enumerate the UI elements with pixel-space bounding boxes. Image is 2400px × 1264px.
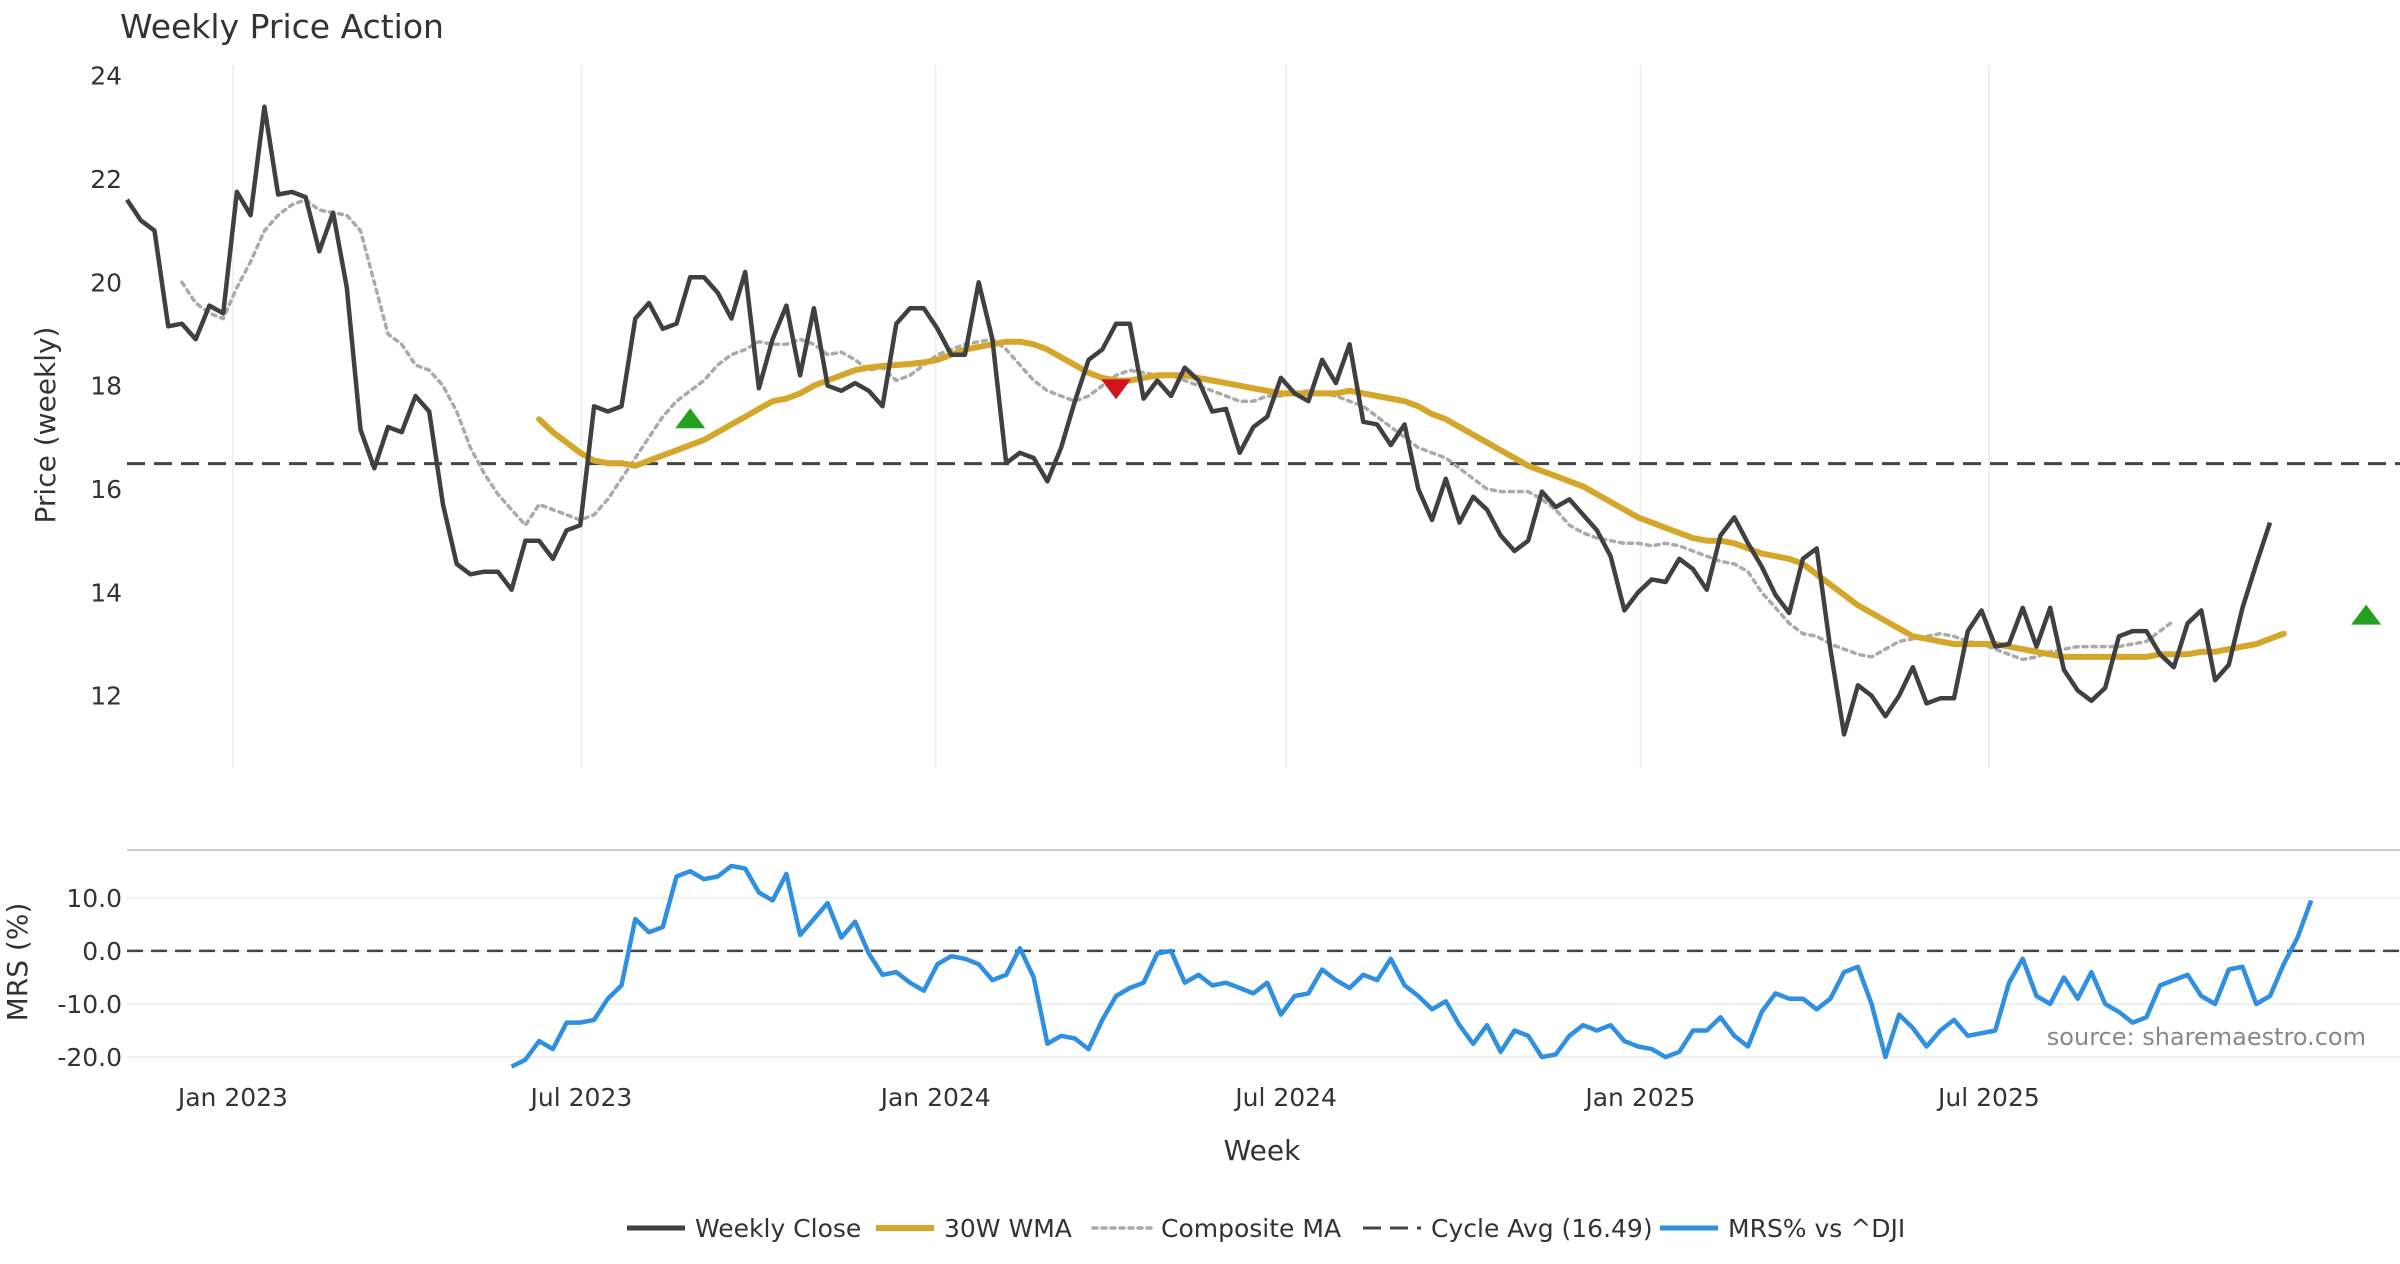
mrs-y-axis-label: MRS (%) [1,903,34,1022]
price-y-tick-label: 14 [90,578,122,607]
source-note: source: sharemaestro.com [2047,1023,2366,1051]
legend-label: 30W WMA [944,1214,1072,1243]
price-y-tick-label: 24 [90,62,122,91]
price-y-tick-label: 22 [90,165,122,194]
mrs-y-tick-label: -20.0 [57,1043,122,1072]
price-panel-grid [232,65,1990,768]
price-y-tick-label: 18 [90,372,122,401]
buy-signal-marker [675,408,706,429]
sell-signal-marker [1101,379,1132,400]
mrs-series [127,863,2400,1069]
x-tick-label: Jan 2024 [879,1083,991,1112]
x-axis-label: Week [1224,1134,1301,1167]
mrs-y-axis: 10.0 0.0 -10.0 -20.0 [57,884,122,1072]
mrs-line [510,863,2314,1069]
mrs-panel-grid [127,849,2400,1058]
x-tick-label: Jul 2025 [1936,1083,2040,1112]
mrs-y-tick-label: -10.0 [57,990,122,1019]
legend-label: Weekly Close [695,1214,861,1243]
price-y-tick-label: 16 [90,475,122,504]
buy-signal-marker [2351,604,2382,625]
mrs-y-tick-label: 10.0 [66,884,122,913]
price-series [125,104,2400,737]
price-y-axis-label: Price (weekly) [29,327,62,524]
signal-markers [675,379,2382,625]
legend-label: Cycle Avg (16.49) [1431,1214,1653,1243]
x-tick-label: Jul 2023 [529,1083,633,1112]
legend: Weekly Close 30W WMA Composite MA Cycle Avg… [627,1214,1905,1243]
legend-label: MRS% vs ^DJI [1728,1214,1905,1243]
x-tick-label: Jul 2024 [1233,1083,1337,1112]
x-tick-label: Jan 2023 [176,1083,288,1112]
legend-label: Composite MA [1161,1214,1341,1243]
price-y-tick-label: 20 [90,268,122,297]
mrs-y-tick-label: 0.0 [82,937,122,966]
weekly-close-line [125,104,2273,737]
price-y-axis: 12 14 16 18 20 22 24 [90,62,122,711]
chart-title: Weekly Price Action [120,7,444,46]
x-axis: Jan 2023 Jul 2023 Jan 2024 Jul 2024 Jan 2025… [176,1083,2040,1112]
price-y-tick-label: 12 [90,682,122,711]
x-tick-label: Jan 2025 [1583,1083,1695,1112]
